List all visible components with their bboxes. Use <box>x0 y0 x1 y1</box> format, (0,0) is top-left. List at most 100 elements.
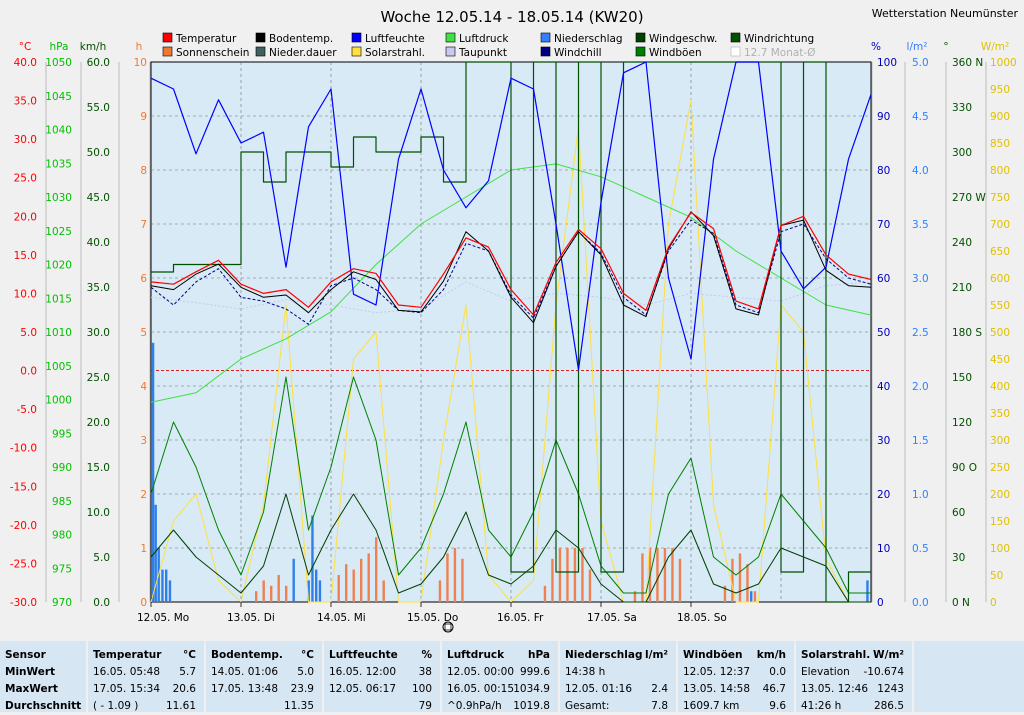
axis-tick-label: -5.0 <box>17 404 38 416</box>
axis-tick-label: 7 <box>140 219 147 231</box>
axis-tick-label: 30.0 <box>14 134 37 146</box>
stats-value-row: Gesamt: 7.8 <box>565 700 668 712</box>
axis-tick-label: 0.0 <box>20 366 37 378</box>
axis-tick-label: 10.0 <box>14 288 37 300</box>
legend-label: Solarstrahl. <box>365 47 425 59</box>
legend-label: Sonnenschein <box>176 47 249 59</box>
axis-tick-label: 700 <box>990 219 1010 231</box>
axis-title: °C <box>19 41 32 53</box>
axis-tick-label: 40.0 <box>87 237 110 249</box>
legend-swatch <box>635 32 646 43</box>
rain-bar <box>151 342 155 602</box>
axis-tick-label: 400 <box>990 381 1010 393</box>
stats-value-row: 16.05. 00:15 1034.9 <box>447 683 550 695</box>
axis-tick-label: 300 <box>952 147 972 159</box>
axis-tick-label: 1020 <box>45 260 72 272</box>
sunshine-bar <box>678 558 682 602</box>
axis-tick-label: 180 S <box>952 327 982 339</box>
axis-tick-label: 270 W <box>952 192 986 204</box>
sunshine-bar <box>633 591 637 602</box>
axis-tick-label: 0.0 <box>93 597 110 609</box>
axis-title: l/m² <box>907 41 928 53</box>
series-line-temperatur <box>150 211 872 316</box>
axis-tick-label: 4.5 <box>912 111 929 123</box>
axis-tick-label: 20.0 <box>87 417 110 429</box>
series-line-windrichtung <box>151 61 871 603</box>
stats-header: Windböen km/h <box>683 649 786 661</box>
x-tick-label: 15.05. Do <box>407 612 458 624</box>
axis-tick-label: 100 <box>877 57 897 69</box>
sunshine-bar <box>656 548 659 602</box>
stats-panel-gusts: Windböen km/h 12.05. 12:37 0.0 13.05. 14:58 4… <box>678 641 796 712</box>
station-name: Wetterstation Neumünster <box>872 7 1019 20</box>
legend-label: Windrichtung <box>744 33 814 45</box>
rain-bar <box>168 580 172 602</box>
axis-tick-label: 60.0 <box>87 57 110 69</box>
x-tick-label: 14.05. Mi <box>317 612 366 624</box>
stats-value-row: 13.05. 12:46 1243 <box>801 683 904 695</box>
axis-tick-label: 1 <box>140 543 147 555</box>
legend-item: Luftdruck <box>445 32 509 45</box>
sunshine-bar <box>453 548 457 602</box>
axis-tick-label: 1.5 <box>912 435 929 447</box>
legend-item: Taupunkt <box>445 46 507 59</box>
axis-tick-label: 90 O <box>952 462 977 474</box>
legend-swatch <box>635 46 646 57</box>
sunshine-bar <box>337 575 340 602</box>
axis-tick-label: 1030 <box>45 192 72 204</box>
axis-tick-label: 1.0 <box>912 489 929 501</box>
legend-label: Luftfeuchte <box>365 33 425 45</box>
axis-tick-label: 90 <box>877 111 890 123</box>
stats-row-label: Sensor <box>5 649 46 661</box>
sunshine-bar <box>255 591 258 602</box>
axis-tick-label: 5.0 <box>20 327 37 339</box>
axis-title: km/h <box>80 41 107 53</box>
axis-tick-label: 80 <box>877 165 890 177</box>
rain-bar <box>154 504 157 602</box>
axis-tick-label: 0 <box>140 597 147 609</box>
axis-tick-label: 35.0 <box>87 282 110 294</box>
sunshine-bar <box>382 580 385 602</box>
sunshine-bar <box>671 548 674 602</box>
legend-swatch <box>445 32 456 43</box>
stats-header: Luftfeuchte% <box>329 649 432 661</box>
axis-tick-label: 1050 <box>45 57 72 69</box>
axis-tick-label: 30.0 <box>87 327 110 339</box>
axis-tick-label: 20 <box>877 489 890 501</box>
axis-tick-label: 15.0 <box>87 462 110 474</box>
rain-bar <box>307 580 310 602</box>
axis-tick-label: 5.0 <box>912 57 929 69</box>
axis-tick-label: 3 <box>140 435 147 447</box>
stats-row-label: Durchschnitt <box>5 700 82 712</box>
legend-swatch <box>445 46 456 57</box>
sunshine-bar <box>262 580 265 602</box>
sunshine-bar <box>446 553 449 602</box>
stats-panel-temperature: Temperatur °C 16.05. 05:48 5.7 17.05. 15:34 2… <box>88 641 206 712</box>
axis-tick-label: 900 <box>990 111 1010 123</box>
legend-label: Nieder.dauer <box>269 47 337 59</box>
stats-value-row: ^0.9hPa/h 1019.8 <box>447 700 550 712</box>
legend-item: Windgeschw. <box>635 32 717 45</box>
axis-tick-label: 1005 <box>45 361 72 373</box>
axis-tick-label: 850 <box>990 138 1010 150</box>
x-tick-label: 18.05. So <box>677 612 727 624</box>
axis-tick-label: 995 <box>52 428 72 440</box>
legend-swatch <box>255 46 266 57</box>
left-axes: °C40.035.030.025.020.015.010.05.00.0-5.0… <box>10 41 987 609</box>
axis-tick-label: -25.0 <box>10 558 37 570</box>
axis-tick-label: 4.0 <box>912 165 929 177</box>
legend-item: Nieder.dauer <box>255 46 337 59</box>
series-line-windgeschw <box>150 493 871 603</box>
axis-tick-label: 55.0 <box>87 102 110 114</box>
sunshine-bar <box>581 548 584 602</box>
axis-tick-label: 550 <box>990 300 1010 312</box>
scroll-handle-icon[interactable] <box>442 621 454 633</box>
axis-tick-label: 100 <box>990 543 1010 555</box>
axis-tick-label: 1035 <box>45 158 72 170</box>
legend-swatch <box>162 32 173 43</box>
axis-tick-label: 5 <box>140 327 147 339</box>
axis-tick-label: 750 <box>990 192 1010 204</box>
legend-item: Temperatur <box>162 32 237 45</box>
sunshine-bar <box>360 558 363 602</box>
sunshine-bar <box>345 564 348 602</box>
